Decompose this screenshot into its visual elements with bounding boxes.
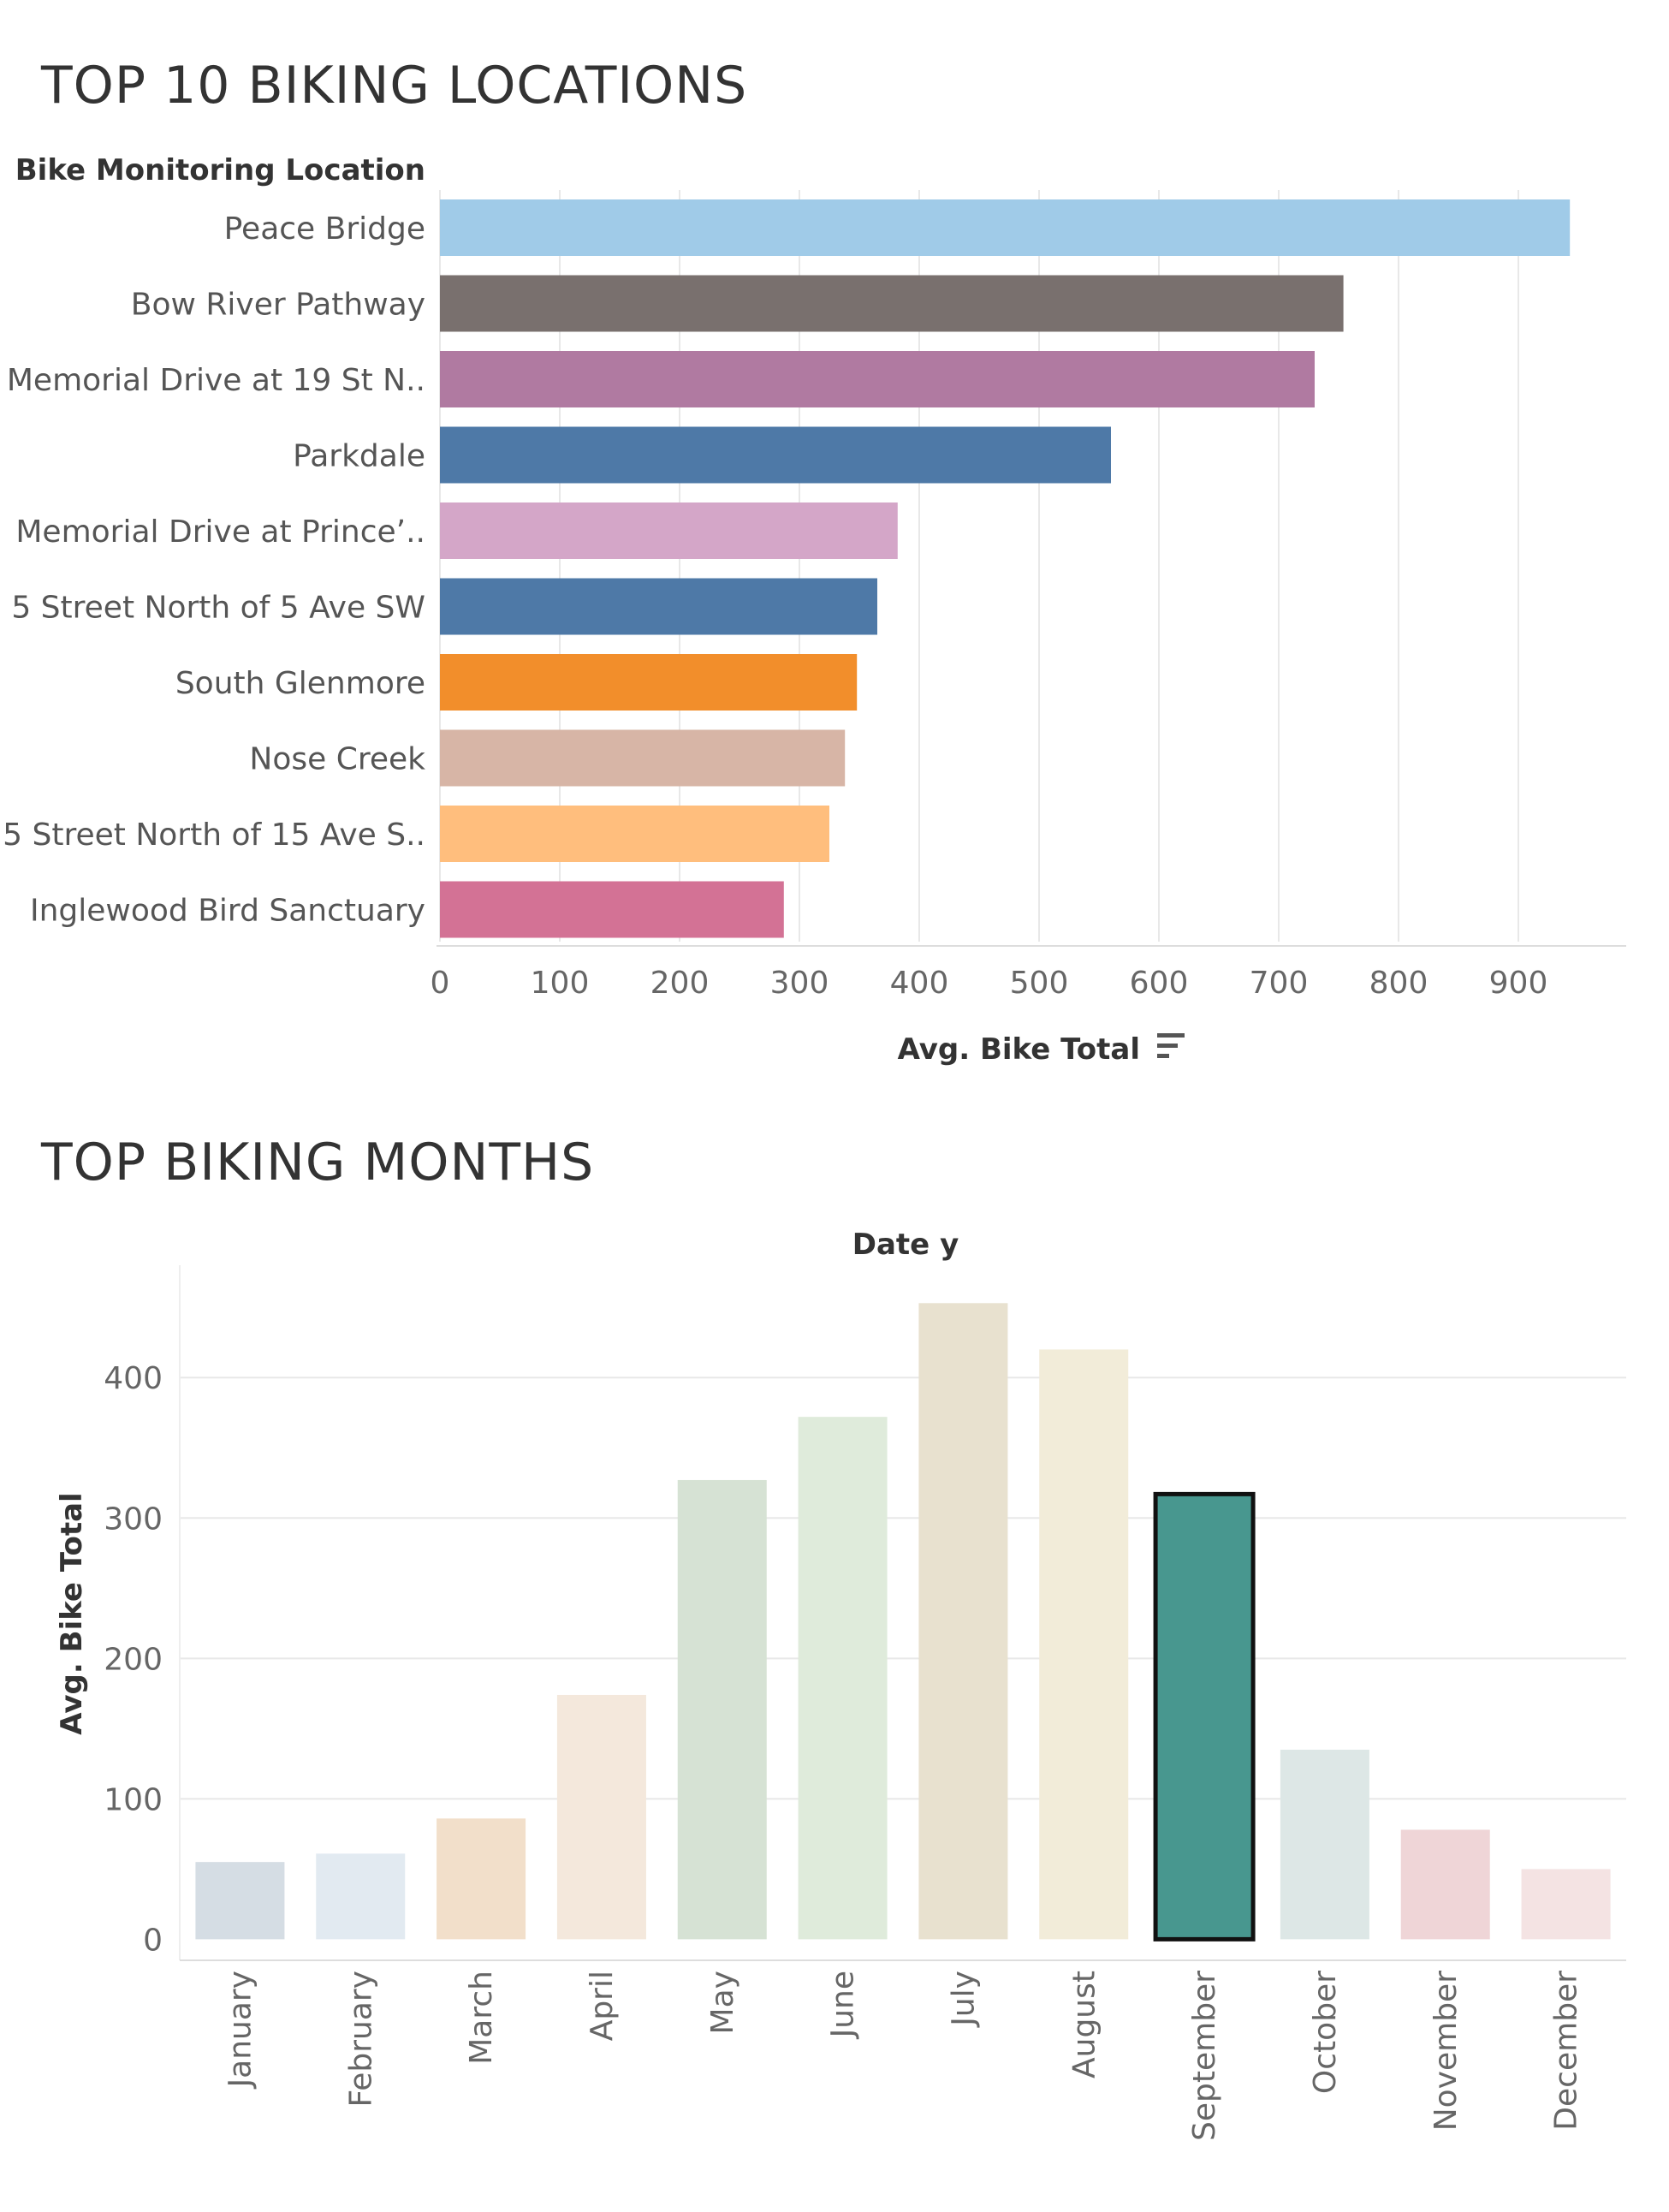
months-y-tick-label: 200 <box>104 1642 163 1677</box>
location-bar[interactable] <box>440 502 898 559</box>
locations-x-tick-label: 200 <box>650 966 710 1001</box>
location-bar[interactable] <box>440 578 877 635</box>
locations-x-axis-title: Avg. Bike Total <box>898 1032 1140 1067</box>
location-bar[interactable] <box>440 199 1571 256</box>
sort-descending-icon[interactable] <box>1157 1033 1185 1058</box>
location-label: Peace Bridge <box>224 211 425 247</box>
months-y-tick-label: 0 <box>143 1923 163 1958</box>
locations-x-tick-label: 300 <box>770 966 829 1001</box>
locations-category-labels: Peace Bridge Bow River Pathway Memorial Dr… <box>3 211 425 929</box>
month-bar[interactable] <box>1400 1829 1490 1940</box>
months-chart-title: TOP BIKING MONTHS <box>40 1133 594 1192</box>
month-label: September <box>1187 1971 1222 2141</box>
month-bar[interactable] <box>677 1479 767 1940</box>
locations-x-tick-label: 700 <box>1250 966 1309 1001</box>
months-chart: TOP BIKING MONTHS Date y 0 100 200 300 400 J… <box>40 1133 1626 2141</box>
month-label: July <box>946 1971 981 2028</box>
months-y-tick-label: 300 <box>104 1501 163 1537</box>
location-bar[interactable] <box>440 729 846 787</box>
location-bar[interactable] <box>440 426 1111 484</box>
month-bar[interactable] <box>1521 1869 1611 1940</box>
location-label: Memorial Drive at Prince’.. <box>15 514 425 550</box>
locations-chart-title: TOP 10 BIKING LOCATIONS <box>40 56 747 116</box>
location-label: Memorial Drive at 19 St N.. <box>7 363 425 398</box>
location-label: Bow River Pathway <box>131 288 425 323</box>
month-bar[interactable] <box>798 1417 888 1940</box>
location-label: Nose Creek <box>249 742 425 777</box>
locations-x-tick-label: 800 <box>1369 966 1428 1001</box>
months-gridlines <box>180 1377 1626 1800</box>
month-label: February <box>343 1971 378 2108</box>
month-bar[interactable] <box>316 1853 406 1940</box>
month-label: May <box>705 1971 740 2034</box>
locations-x-tick-label: 0 <box>431 966 450 1001</box>
month-label: January <box>223 1971 258 2089</box>
location-bar[interactable] <box>440 654 858 711</box>
month-bar[interactable] <box>195 1862 285 1940</box>
month-bar[interactable] <box>1280 1749 1369 1940</box>
months-y-tick-label: 400 <box>104 1361 163 1396</box>
location-label: Parkdale <box>293 439 425 474</box>
location-bar[interactable] <box>440 351 1315 407</box>
month-bar[interactable] <box>1039 1349 1129 1940</box>
locations-chart: TOP 10 BIKING LOCATIONS Bike Monitoring … <box>3 56 1626 1067</box>
month-label: April <box>585 1971 620 2041</box>
month-bar[interactable] <box>1153 1491 1256 1941</box>
locations-x-tick-label: 500 <box>1010 966 1069 1001</box>
location-label: South Glenmore <box>175 666 425 701</box>
locations-x-tick-label: 600 <box>1130 966 1189 1001</box>
month-bar[interactable] <box>918 1303 1008 1940</box>
locations-x-tick-label: 400 <box>890 966 949 1001</box>
location-bar[interactable] <box>440 806 829 862</box>
months-y-tick-label: 100 <box>104 1782 163 1817</box>
location-label: 5 Street North of 5 Ave SW <box>11 591 425 626</box>
months-category-labels: January February March April May June July Augu… <box>223 1971 1583 2141</box>
month-label: October <box>1308 1971 1343 2094</box>
months-header: Date y <box>852 1228 959 1262</box>
location-axis-title: Bike Monitoring Location <box>15 153 425 187</box>
month-bar[interactable] <box>556 1694 646 1940</box>
locations-x-tick-label: 900 <box>1489 966 1548 1001</box>
months-y-axis-title: Avg. Bike Total <box>55 1492 89 1734</box>
location-bar[interactable] <box>440 881 784 938</box>
locations-x-tick-label: 100 <box>531 966 590 1001</box>
location-bar[interactable] <box>440 275 1344 332</box>
location-label: 5 Street North of 15 Ave S.. <box>3 818 425 853</box>
location-label: Inglewood Bird Sanctuary <box>30 894 425 929</box>
month-label: December <box>1549 1971 1584 2131</box>
months-bars <box>195 1303 1611 1941</box>
month-label: August <box>1066 1971 1102 2078</box>
month-label: March <box>464 1971 499 2065</box>
locations-x-ticks: 0 100 200 300 400 500 600 700 800 900 <box>431 966 1548 1001</box>
month-bar[interactable] <box>437 1818 526 1940</box>
month-label: June <box>826 1971 861 2039</box>
month-label: November <box>1428 1971 1464 2131</box>
locations-bars <box>440 199 1571 938</box>
months-y-ticks: 0 100 200 300 400 <box>104 1361 163 1958</box>
